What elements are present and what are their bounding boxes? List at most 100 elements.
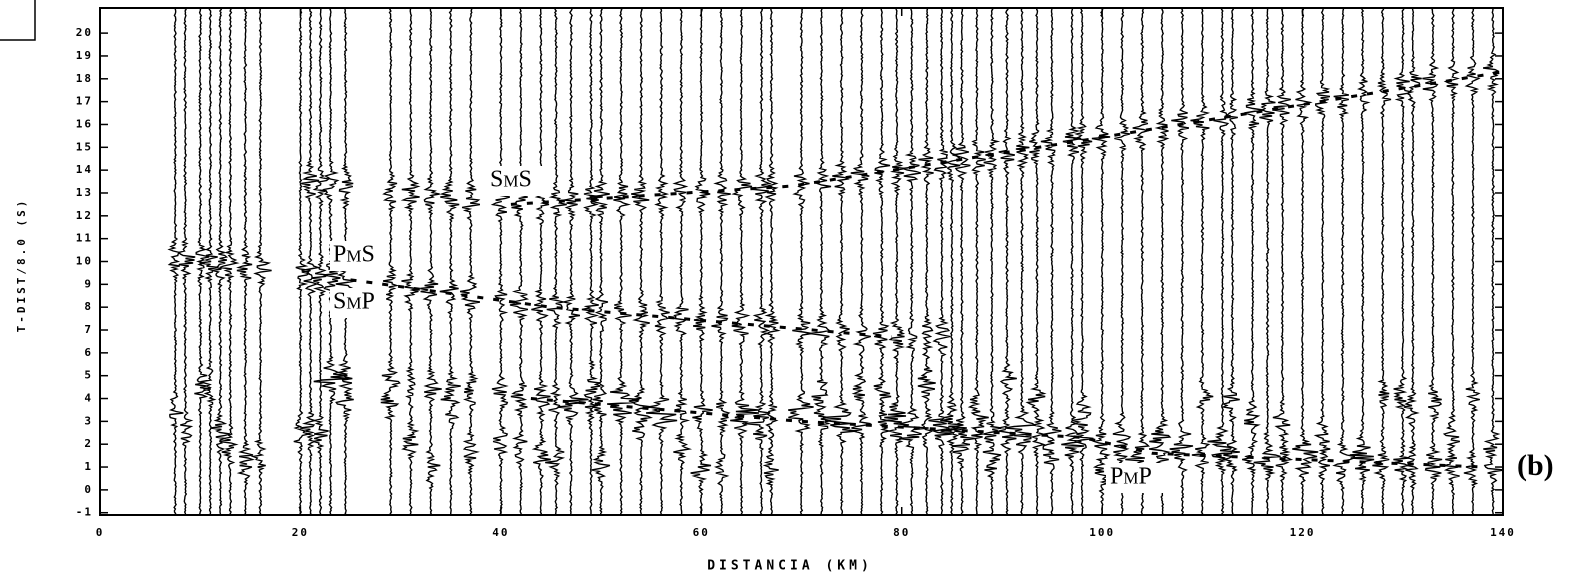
trace [872,7,892,516]
label-bg [1106,463,1166,493]
trace [762,7,781,516]
trace [1025,7,1047,516]
trace [1169,7,1194,516]
label-bg [330,288,386,318]
x-axis-label: DISTANCIA (KM) [707,559,873,574]
annotation: PmP [1110,464,1152,490]
trace [380,7,401,516]
trace [1349,8,1375,516]
label-bg [330,241,386,271]
trace [1253,7,1281,516]
y-tick-label: 20 [76,26,93,39]
trace [822,7,857,516]
trace [1242,7,1264,516]
trace [1004,7,1037,516]
trace [194,7,211,516]
y-tick-label: 17 [76,95,93,108]
trace [884,7,910,516]
y-tick-label: 11 [76,232,93,245]
y-tick-label: 0 [84,483,93,496]
trace [311,7,331,516]
trace [982,7,1002,516]
trace [581,7,603,516]
trace [690,7,713,516]
x-tick-label: 80 [893,526,910,539]
y-tick-label: 10 [76,255,93,268]
trace [730,7,759,516]
y-tick-label: 18 [76,72,93,85]
phase-line [350,278,892,339]
trace [1463,7,1481,516]
trace [199,7,219,516]
panel-label: (b) [1517,449,1554,482]
y-tick-label: 13 [76,186,93,199]
y-tick-label: 8 [84,300,93,313]
trace [917,7,936,516]
trace [1482,7,1504,516]
trace [1442,7,1460,516]
trace [711,7,731,516]
trace [167,7,184,516]
trace [293,7,311,516]
x-tick-label: 100 [1089,526,1115,539]
trace [1422,7,1443,516]
y-tick-label: 4 [84,392,93,405]
trace [250,7,272,516]
trace [967,7,989,516]
x-tick-label: 60 [693,526,710,539]
trace [300,7,321,516]
y-tick-label: 1 [84,460,93,473]
trace [744,7,772,516]
trace [1125,7,1151,516]
y-tick-label: 14 [76,163,93,176]
x-tick-label: 20 [292,526,309,539]
trace [589,7,611,516]
x-tick-label: 0 [96,526,105,539]
trace [607,7,640,516]
trace [1403,7,1422,516]
phase-line [510,70,1504,206]
overlays [350,70,1504,469]
trace [420,7,442,516]
x-tick-label: 40 [492,526,509,539]
trace [439,7,461,516]
label-bg [487,166,551,196]
trace [236,7,256,516]
trace [1112,7,1132,516]
y-tick-label: 2 [84,437,93,450]
trace [1061,7,1085,516]
trace [1071,7,1094,516]
trace [1393,7,1415,516]
trace [672,7,693,516]
trace [631,7,653,516]
trace [545,7,567,516]
trace [1313,7,1331,516]
trace [850,7,872,516]
trace [646,7,678,516]
y-tick-label: -1 [76,506,93,519]
trace [928,7,952,516]
trace [998,7,1017,516]
x-tick-label: 140 [1490,526,1516,539]
trace [490,7,511,516]
trace [788,7,814,516]
trace [1272,7,1294,516]
trace [1207,7,1240,516]
trace [810,7,832,516]
annotation: SmP [333,289,375,315]
x-tick-label: 120 [1290,526,1316,539]
trace [951,7,975,515]
trace [940,7,967,516]
annotation: PmS [333,242,375,268]
y-tick-label: 12 [76,209,93,222]
y-axis-label: T-DIST/8.0 (S) [15,198,28,333]
y-tick-label: 19 [76,49,93,62]
trace [1220,7,1240,516]
y-tick-label: 9 [84,277,93,290]
trace [177,7,196,515]
y-tick-label: 15 [76,140,93,153]
phase-line [530,397,1484,469]
trace [1372,7,1392,516]
trace [531,7,551,516]
